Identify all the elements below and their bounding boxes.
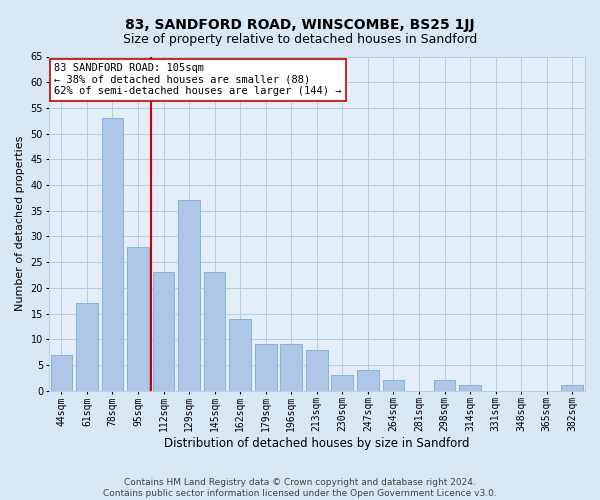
Bar: [76, 303, 98, 390]
Bar: [152, 272, 175, 390]
Bar: [383, 380, 404, 390]
Bar: [50, 354, 72, 390]
Bar: [204, 272, 226, 390]
Bar: [357, 370, 379, 390]
Y-axis label: Number of detached properties: Number of detached properties: [15, 136, 25, 312]
Bar: [562, 386, 583, 390]
Bar: [127, 246, 149, 390]
Bar: [331, 375, 353, 390]
Bar: [101, 118, 124, 390]
Bar: [434, 380, 455, 390]
Bar: [255, 344, 277, 391]
Bar: [306, 350, 328, 391]
Bar: [280, 344, 302, 391]
Text: Contains HM Land Registry data © Crown copyright and database right 2024.
Contai: Contains HM Land Registry data © Crown c…: [103, 478, 497, 498]
Text: 83, SANDFORD ROAD, WINSCOMBE, BS25 1JJ: 83, SANDFORD ROAD, WINSCOMBE, BS25 1JJ: [125, 18, 475, 32]
Text: Size of property relative to detached houses in Sandford: Size of property relative to detached ho…: [123, 32, 477, 46]
Bar: [459, 386, 481, 390]
Bar: [178, 200, 200, 390]
Text: 83 SANDFORD ROAD: 105sqm
← 38% of detached houses are smaller (88)
62% of semi-d: 83 SANDFORD ROAD: 105sqm ← 38% of detach…: [54, 63, 341, 96]
X-axis label: Distribution of detached houses by size in Sandford: Distribution of detached houses by size …: [164, 437, 470, 450]
Bar: [229, 318, 251, 390]
